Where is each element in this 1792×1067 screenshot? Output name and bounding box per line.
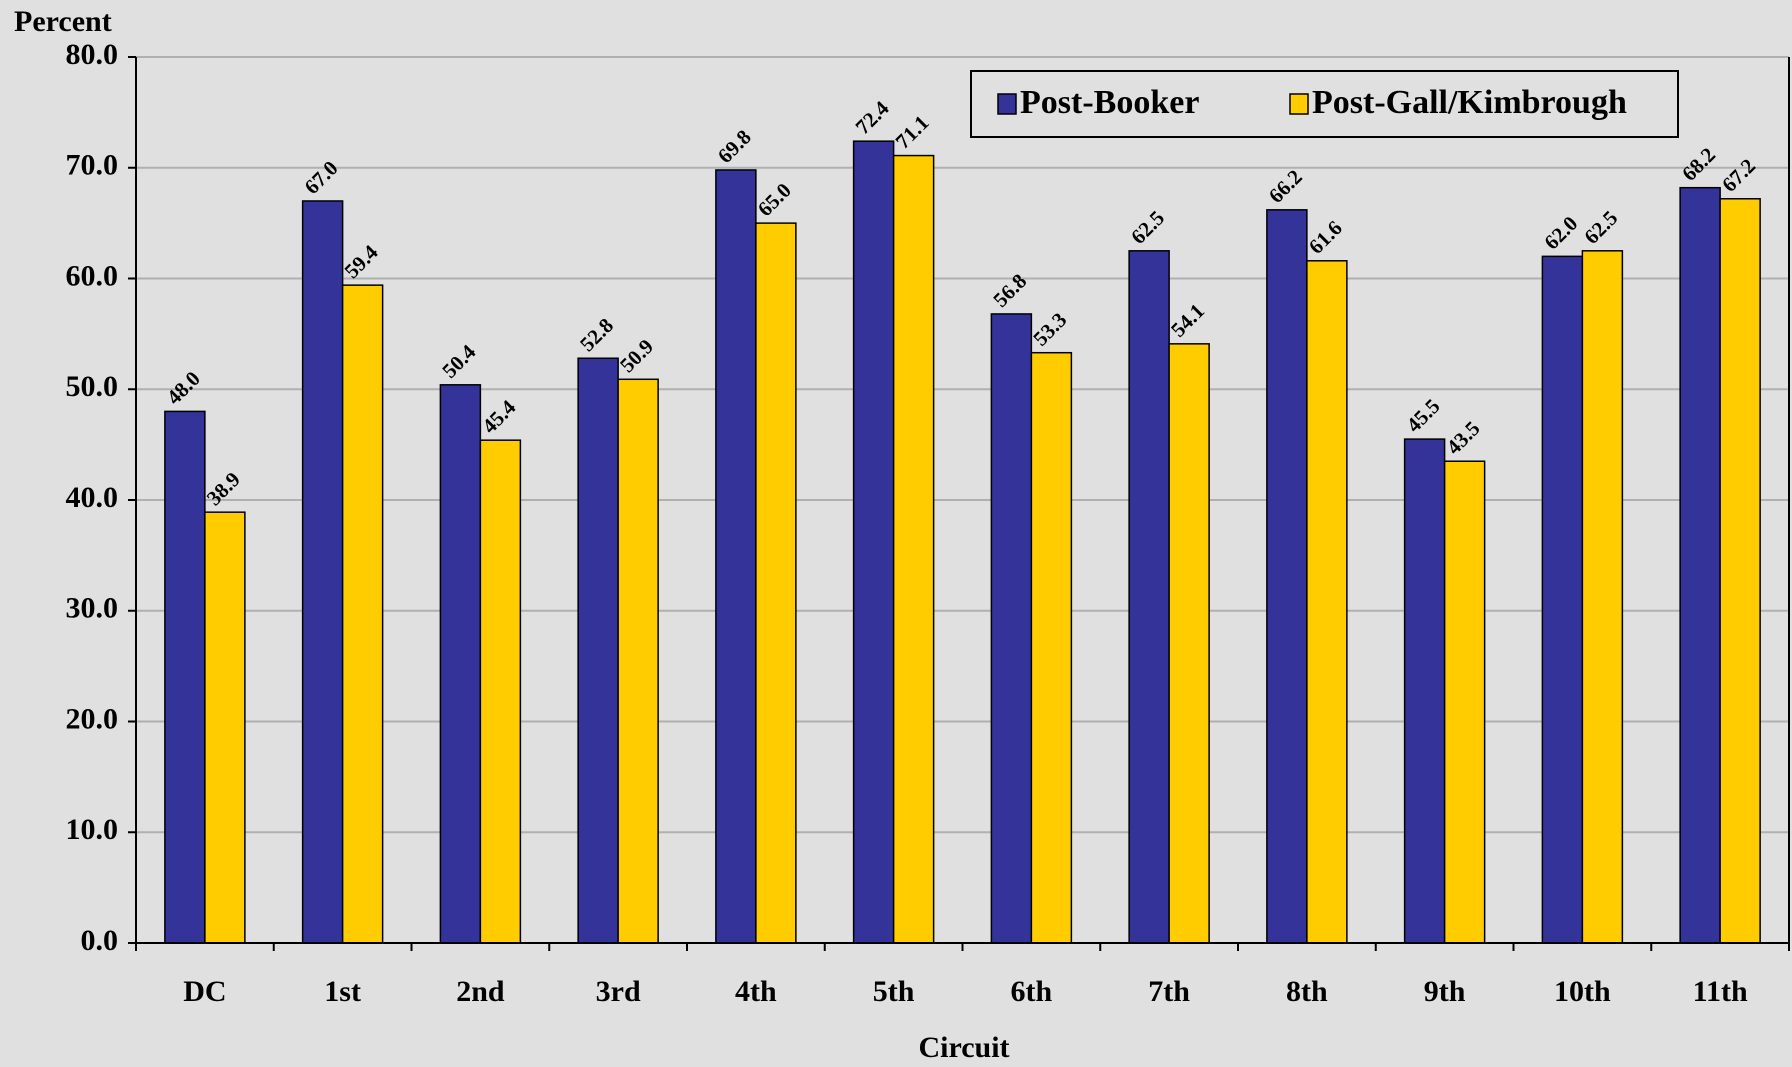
legend-swatch (1289, 93, 1309, 115)
bar (164, 410, 206, 944)
bar (715, 169, 757, 944)
bar (617, 378, 659, 944)
bar (204, 511, 246, 944)
x-tick-label: 5th (873, 975, 915, 1008)
bar (1306, 260, 1348, 944)
bar (1581, 250, 1624, 944)
bar (1168, 343, 1210, 944)
bar (1541, 255, 1584, 944)
bar (990, 313, 1033, 944)
bar (1443, 460, 1486, 944)
x-tick-label: 8th (1286, 975, 1328, 1008)
legend-box (970, 70, 1679, 138)
bar (892, 154, 935, 944)
bar (1030, 351, 1073, 944)
legend: Post-Booker Post-Gall/Kimbrough (970, 70, 1679, 138)
x-tick-label: 7th (1148, 975, 1190, 1008)
x-axis-label: Circuit (918, 1031, 1009, 1064)
bar (1266, 209, 1308, 944)
bar (301, 200, 344, 944)
y-tick-label: 50.0 (66, 370, 119, 403)
y-tick-label: 80.0 (66, 38, 119, 71)
y-tick-label: 20.0 (66, 702, 119, 735)
y-tick-label: 60.0 (66, 259, 119, 292)
bar (1128, 250, 1170, 944)
legend-swatch (997, 93, 1017, 115)
legend-label: Post-Booker (1020, 84, 1199, 121)
x-tick-label: 9th (1424, 975, 1466, 1008)
x-tick-label: 10th (1554, 975, 1611, 1008)
y-tick-label: 10.0 (66, 813, 119, 846)
y-tick-label: 0.0 (81, 924, 119, 957)
x-tick-label: 2nd (456, 975, 505, 1008)
bar (479, 439, 522, 944)
x-tick-label: 6th (1011, 975, 1053, 1008)
y-tick-label: 40.0 (66, 481, 119, 514)
x-tick-label: 11th (1693, 975, 1748, 1008)
bar (439, 384, 482, 944)
y-axis-label: Percent (14, 5, 112, 38)
bar (341, 284, 384, 944)
y-tick-label: 70.0 (66, 149, 119, 182)
legend-label: Post-Gall/Kimbrough (1312, 84, 1627, 121)
bar (1719, 198, 1761, 944)
bar (577, 357, 619, 944)
x-tick-label: 3rd (596, 975, 641, 1008)
bar (755, 222, 797, 944)
y-tick-label: 30.0 (66, 592, 119, 625)
x-tick-label: DC (183, 975, 226, 1008)
bar (852, 140, 895, 944)
x-tick-label: 1st (324, 975, 361, 1008)
x-tick-label: 4th (735, 975, 777, 1008)
bar (1679, 186, 1721, 944)
bar (1403, 438, 1446, 944)
